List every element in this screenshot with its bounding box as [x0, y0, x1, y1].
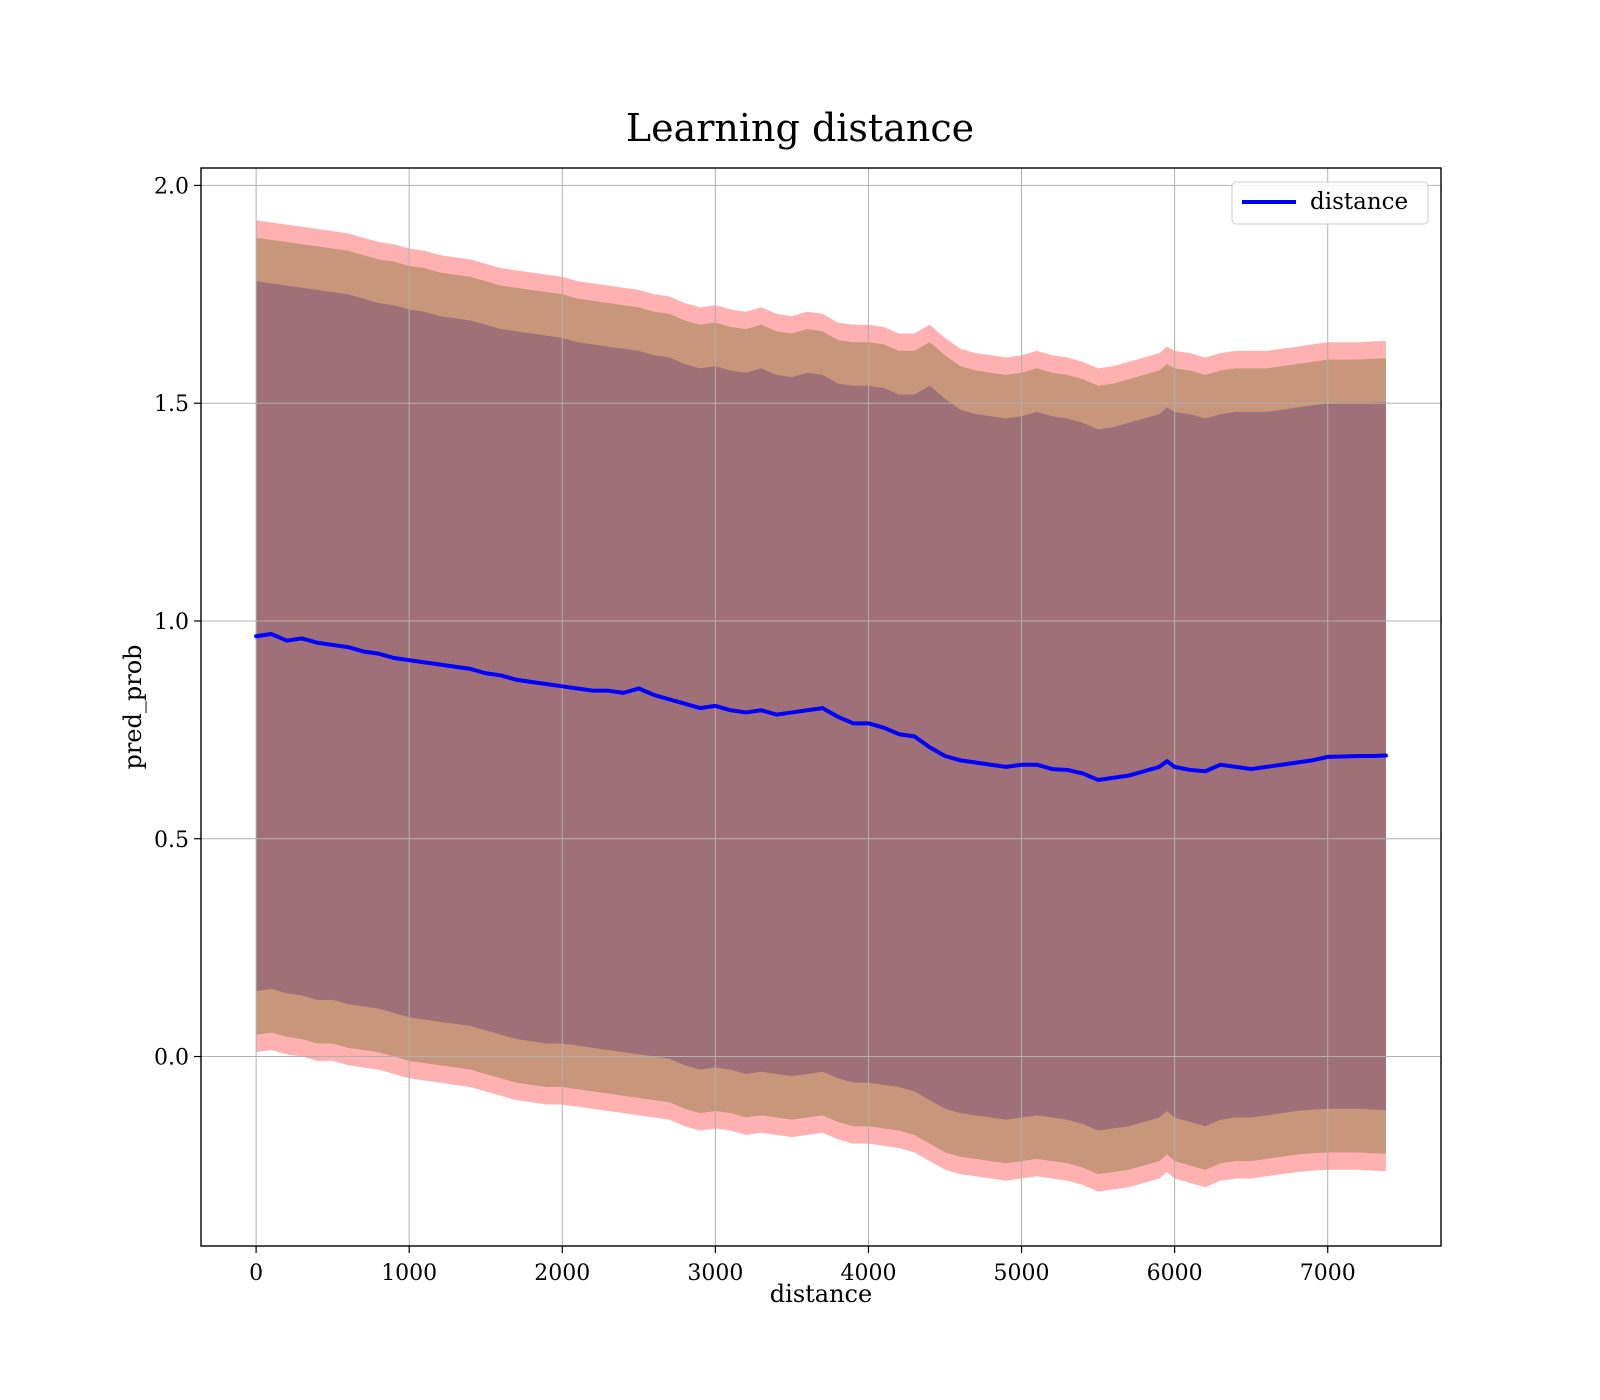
x-axis-label: distance	[770, 1280, 872, 1308]
x-tick-label: 2000	[534, 1261, 590, 1286]
y-tick-label: 1.0	[154, 610, 189, 635]
x-tick-label: 6000	[1147, 1261, 1203, 1286]
confidence-bands	[256, 220, 1386, 1192]
chart-title: Learning distance	[626, 106, 974, 150]
y-axis-label: pred_prob	[119, 644, 147, 769]
y-tick-label: 0.5	[154, 828, 189, 853]
legend: distance	[1231, 181, 1429, 225]
x-tick-label: 5000	[994, 1261, 1050, 1286]
plot-frame	[200, 167, 1442, 1247]
x-tick-label: 0	[249, 1261, 263, 1286]
y-tick-label: 1.5	[154, 392, 189, 417]
x-axis-ticks: 0 1000 2000 3000 4000 5000 6000 7000	[249, 1246, 1356, 1286]
x-tick-label: 7000	[1300, 1261, 1356, 1286]
x-tick-label: 3000	[687, 1261, 743, 1286]
y-tick-label: 0.0	[154, 1046, 189, 1071]
legend-label-distance: distance	[1310, 189, 1408, 215]
x-tick-label: 1000	[381, 1261, 437, 1286]
x-tick-label: 4000	[840, 1261, 896, 1286]
distance-series-line	[254, 632, 1388, 782]
grid-lines	[201, 168, 1441, 1246]
inner-confidence-band	[256, 281, 1386, 1131]
y-axis-ticks: 0.0 0.5 1.0 1.5 2.0	[154, 174, 201, 1071]
y-tick-label: 2.0	[154, 174, 189, 199]
legend-box	[1231, 181, 1429, 225]
